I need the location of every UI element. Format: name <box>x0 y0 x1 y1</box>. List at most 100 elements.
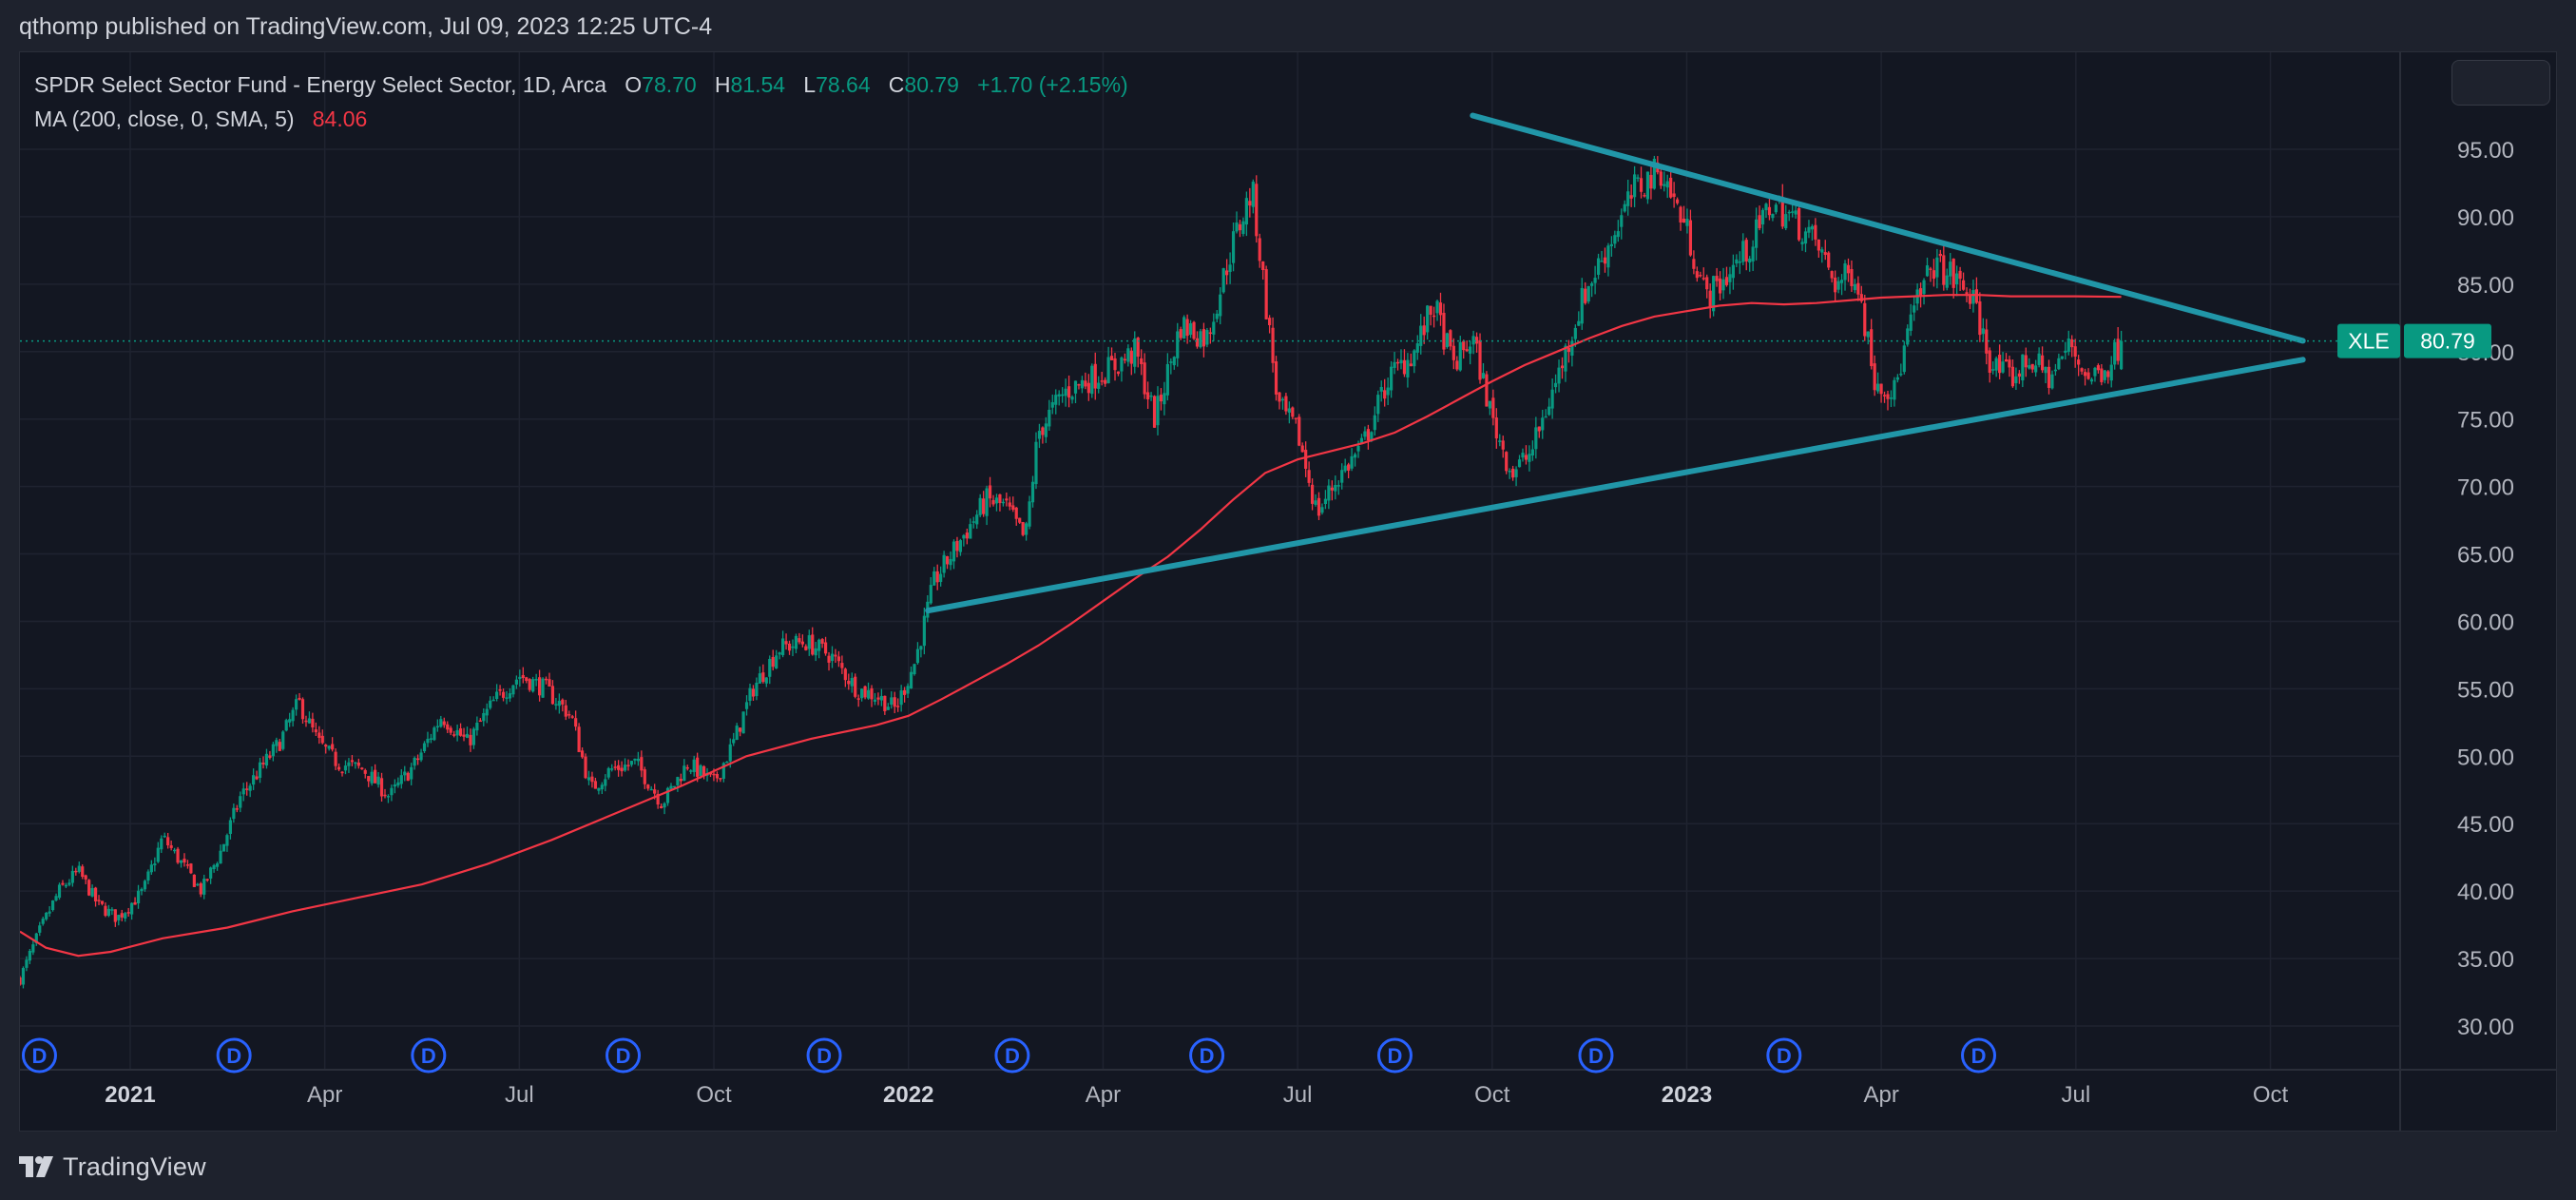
candle-down <box>166 837 170 846</box>
candle-up <box>1787 211 1791 214</box>
candle-up <box>485 708 489 716</box>
candle-up <box>791 646 795 648</box>
open-label: O <box>625 72 643 97</box>
candle-down <box>1278 392 1281 402</box>
candle-up <box>172 849 177 852</box>
candle-up <box>288 719 292 723</box>
candle-down <box>1402 359 1407 375</box>
ohlc-row: SPDR Select Sector Fund - Energy Select … <box>34 68 1128 102</box>
candle-down <box>1442 312 1446 350</box>
candle-down <box>712 773 716 776</box>
price-axis-tick-label: 40.00 <box>2457 880 2514 905</box>
candle-down <box>660 805 663 808</box>
candle-up <box>1235 223 1239 232</box>
candle-down <box>1116 371 1121 375</box>
candle-down <box>856 698 860 700</box>
candle-up <box>399 775 403 784</box>
candle-down <box>1429 305 1432 315</box>
candle-down <box>1629 195 1633 199</box>
candle-up <box>130 902 134 915</box>
candle-up <box>1738 261 1741 263</box>
symbol-title[interactable]: SPDR Select Sector Fund - Energy Select … <box>34 72 607 97</box>
candle-down <box>827 655 831 663</box>
candle-up <box>1839 280 1844 283</box>
chart-controls-box[interactable] <box>2451 60 2550 106</box>
candle-up <box>1221 268 1225 293</box>
candle-down <box>20 977 22 985</box>
candle-down <box>893 697 896 707</box>
candle-up <box>1356 445 1360 452</box>
candle-down <box>1084 380 1087 387</box>
tradingview-logo[interactable]: TradingView <box>19 1151 206 1183</box>
price-axis-tick-label: 65.00 <box>2457 543 2514 569</box>
candle-down <box>1491 397 1495 418</box>
candle-up <box>2001 361 2005 373</box>
candle-down <box>800 641 804 645</box>
candle-up <box>1991 369 1995 371</box>
candle-up <box>307 718 312 724</box>
dividend-marker-label: D <box>1588 1044 1604 1068</box>
dividend-marker[interactable] <box>806 1037 842 1074</box>
candle-up <box>1048 409 1051 427</box>
candle-down <box>446 724 450 730</box>
candle-up <box>1215 313 1219 319</box>
candle-up <box>212 864 216 870</box>
chart-panel[interactable]: 95.0090.0085.0080.0075.0070.0065.0060.00… <box>19 51 2557 1132</box>
candle-up <box>929 585 932 604</box>
candle-up <box>1633 174 1637 198</box>
candle-down <box>360 767 364 770</box>
price-chart[interactable]: 95.0090.0085.0080.0075.0070.0065.0060.00… <box>20 52 2557 1132</box>
trendline-upper[interactable] <box>1470 112 2306 344</box>
candle-down <box>811 634 815 655</box>
dividend-marker[interactable] <box>606 1037 642 1074</box>
dividend-marker[interactable] <box>994 1037 1030 1074</box>
candle-down <box>81 866 85 878</box>
candle-up <box>665 787 670 803</box>
candle-up <box>879 695 883 701</box>
candle-down <box>261 763 265 765</box>
candle-down <box>1465 349 1469 352</box>
dividend-marker[interactable] <box>1578 1037 1614 1074</box>
candle-down <box>1643 195 1646 197</box>
candle-down <box>2040 355 2045 371</box>
candle-up <box>1445 333 1450 348</box>
dividend-marker[interactable] <box>216 1037 252 1074</box>
candle-down <box>2083 372 2087 377</box>
dividend-marker[interactable] <box>1766 1037 1802 1074</box>
candle-down <box>1300 445 1304 453</box>
trendline-lower[interactable] <box>925 357 2306 614</box>
candle-down <box>1021 522 1025 535</box>
candle-down <box>847 680 851 685</box>
candle-down <box>1100 380 1104 382</box>
dividend-marker[interactable] <box>411 1037 447 1074</box>
candle-up <box>1353 454 1357 458</box>
candle-up <box>64 884 68 887</box>
candle-up <box>1413 350 1416 367</box>
candle-down <box>93 887 98 901</box>
dividend-marker[interactable] <box>21 1037 57 1074</box>
candle-down <box>883 695 887 711</box>
ma-label[interactable]: MA (200, close, 0, SMA, 5) <box>34 106 295 131</box>
candle-down <box>462 734 466 737</box>
dividend-marker[interactable] <box>1961 1037 1997 1074</box>
candle-up <box>1843 263 1847 281</box>
dividend-marker[interactable] <box>1376 1037 1413 1074</box>
candle-up <box>179 860 183 863</box>
candle-up <box>34 933 38 943</box>
candle-up <box>1359 437 1364 443</box>
candle-up <box>860 688 864 699</box>
candle-up <box>1172 357 1176 366</box>
candle-up <box>1925 265 1930 277</box>
candle-up <box>1616 231 1620 238</box>
candle-up <box>1949 261 1952 277</box>
candle-up <box>1287 408 1291 413</box>
candle-down <box>2086 372 2090 379</box>
candle-up <box>110 909 114 911</box>
candle-up <box>275 740 279 746</box>
dividend-marker[interactable] <box>1189 1037 1225 1074</box>
candle-down <box>1011 505 1015 510</box>
candle-up <box>124 913 127 919</box>
candle-up <box>1652 158 1656 189</box>
candle-down <box>2010 366 2015 387</box>
candle-up <box>741 711 745 734</box>
